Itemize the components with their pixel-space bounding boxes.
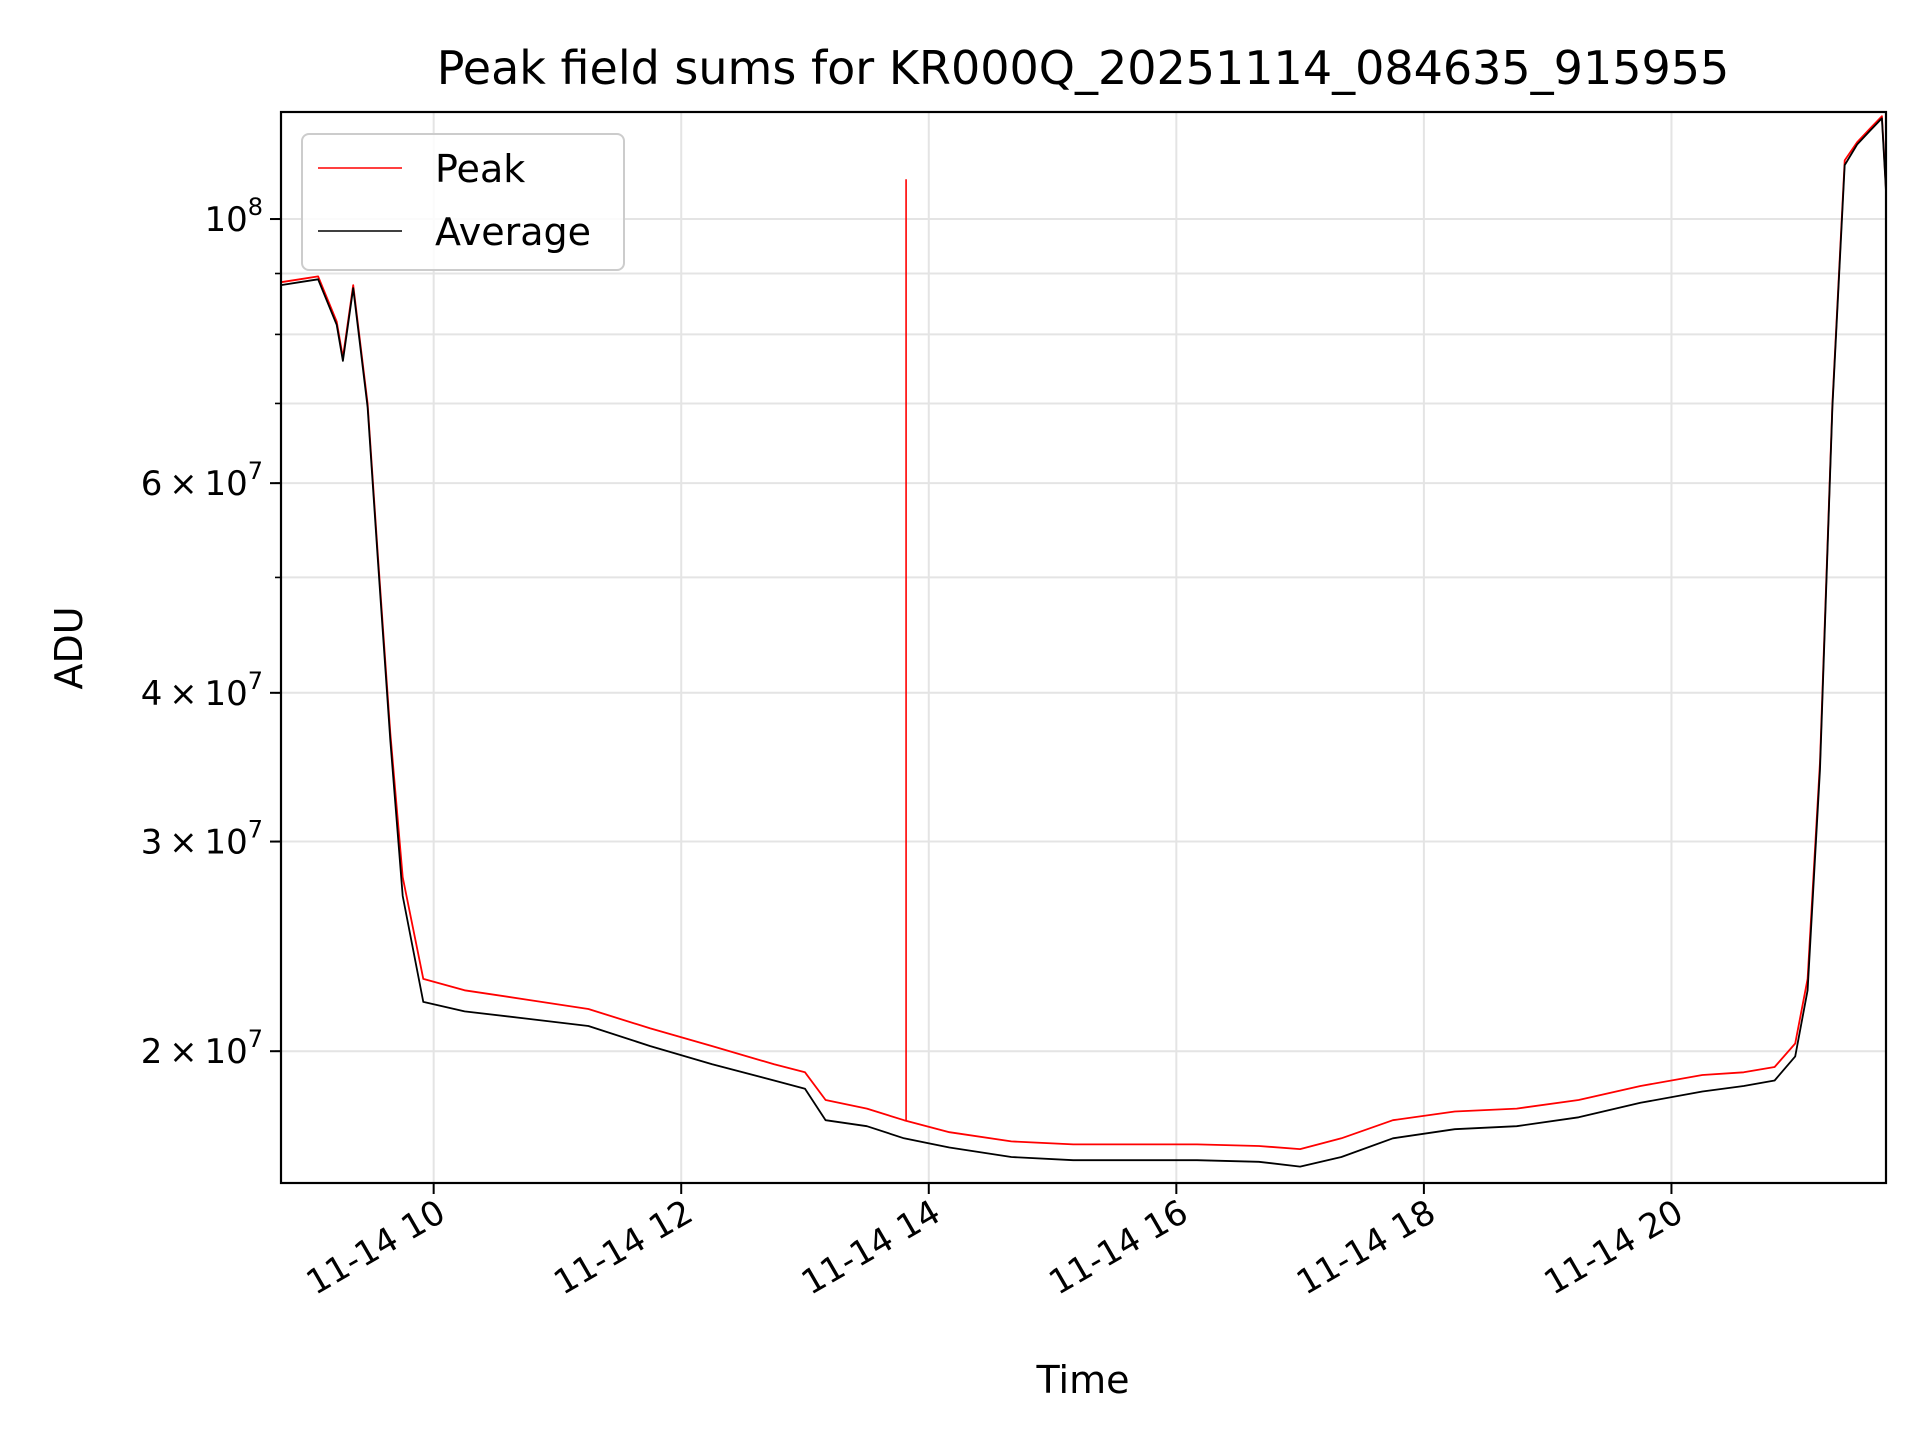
legend: Peak Average	[301, 133, 625, 271]
series-average-line	[281, 117, 1886, 1168]
y-tick-label-0: 2 × 107	[141, 1025, 263, 1072]
y-tick-label-3: 6 × 107	[141, 457, 263, 504]
chart-title: Peak field sums for KR000Q_20251114_0846…	[437, 41, 1730, 95]
y-tick-label-4: 108	[204, 193, 263, 240]
y-axis: 2 × 107 3 × 107 4 × 107 6 × 107 108	[141, 193, 281, 1072]
x-axis-label: Time	[1036, 1358, 1130, 1402]
series-layer	[281, 115, 1886, 1168]
y-tick-label-1: 3 × 107	[141, 816, 263, 863]
plot-frame	[279, 110, 1888, 1185]
grid	[281, 112, 1886, 1183]
y-axis-label: ADU	[47, 606, 91, 689]
legend-label-peak: Peak	[435, 147, 525, 191]
y-tick-label-2: 4 × 107	[141, 667, 263, 714]
legend-label-average: Average	[435, 210, 591, 254]
